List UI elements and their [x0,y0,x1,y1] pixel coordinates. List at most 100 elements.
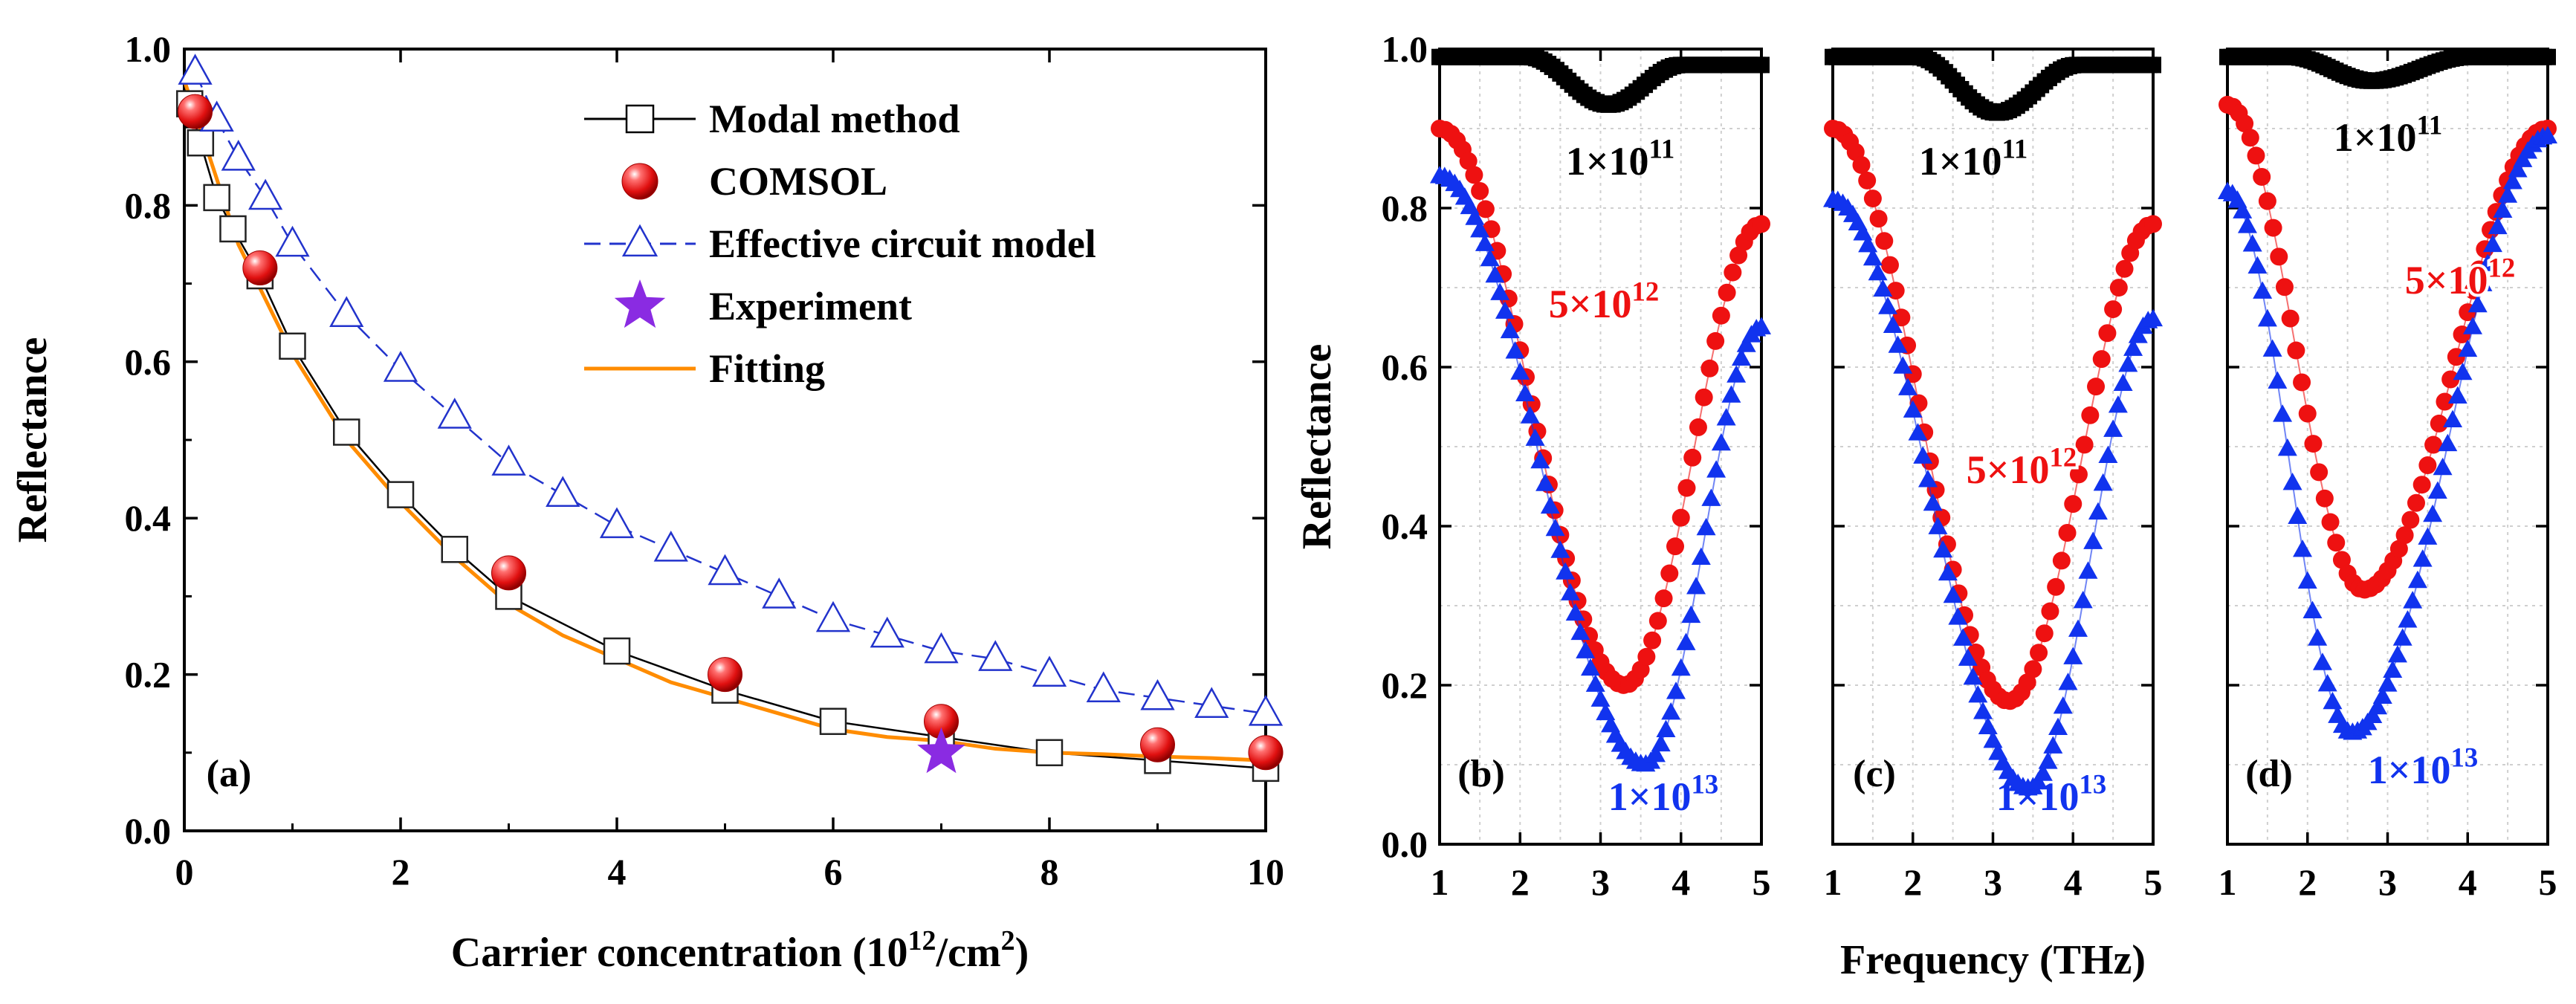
point-5e12 [1718,283,1736,302]
annotation-1e11-base: 1×10 [1566,139,1649,184]
panel-label-d: (d) [2245,753,2293,795]
point-1e13 [2118,354,2138,372]
point-5e12 [2052,551,2071,570]
annotation-1e13: 1×1013 [1996,768,2107,819]
point-1e13 [1933,540,1953,558]
ecm-point [1086,671,1121,703]
point-5e12 [1706,331,1725,350]
annotation-1e13-exp: 13 [1692,768,1719,799]
point-1e13 [2268,371,2288,389]
point-1e13 [2482,234,2502,253]
ecm-point [978,640,1013,671]
point-5e12 [1465,166,1483,184]
annotation-1e13: 1×1013 [2368,742,2479,792]
point-1e13 [2312,652,2332,670]
modal-point [333,418,360,446]
point-1e13 [2372,686,2392,705]
point-1e13 [2063,647,2083,664]
annotation-1e11-base: 1×10 [2334,115,2417,160]
point-1e13 [1863,247,1883,266]
ecm-point [1248,694,1284,726]
y-tick-label-b: 1.0 [1382,28,1428,70]
ecm-point [1140,678,1175,710]
y-tick-label-a: 0.6 [125,341,172,383]
point-1e13 [1938,563,1958,581]
ecm-point [924,632,959,664]
x-tick-label-d: 2 [2298,861,2317,903]
ecm-point [815,600,851,632]
point-5e12 [1712,306,1730,325]
point-1e13 [1661,702,1681,720]
point-1e13 [2143,308,2163,327]
point-5e12 [1660,564,1679,583]
point-1e13 [2473,273,2493,291]
point-5e12 [2069,465,2088,484]
point-1e13 [2113,373,2133,392]
x-tick-label-b: 4 [1672,861,1690,903]
point-1e13 [2053,696,2073,714]
point-1e13 [1752,317,1771,334]
legend-label: Experiment [709,284,912,328]
x-tick-label-d: 4 [2459,861,2477,903]
point-5e12 [2236,114,2254,133]
point-1e13 [2038,751,2058,769]
point-1e13 [1706,460,1726,478]
comsol-point [491,555,526,591]
point-1e13 [2247,256,2268,274]
point-1e13 [1590,689,1611,707]
modal-point [1035,739,1064,767]
modal-point [187,129,215,157]
point-1e13 [1726,365,1747,383]
point-1e13 [2387,644,2407,663]
x-tick-label-c: 3 [1984,861,2002,903]
point-1e13 [1731,348,1751,366]
point-1e13 [2368,696,2388,715]
annotation-5e12-exp: 12 [2488,252,2516,282]
ecm-point [491,444,526,476]
ecm-point [599,507,635,539]
point-1e13 [1515,383,1535,401]
y-axis-label-a: Reflectance [10,337,56,543]
point-1e13 [2383,660,2403,678]
x-axis-label-c: Frequency (THz) [1840,937,2146,983]
x-tick-label-a: 4 [608,851,627,893]
x-tick-label-d: 1 [2219,861,2237,903]
annotation-5e12-exp: 12 [2050,441,2077,472]
ecm-point [1032,655,1067,687]
point-1e13 [2462,317,2482,334]
point-1e13 [1958,648,1978,666]
ecm-point [275,225,310,257]
x-axis-label-part: /cm [936,930,1001,976]
point-1e13 [1701,488,1721,506]
x-tick-label-b: 3 [1591,861,1610,903]
point-1e13 [2108,395,2128,413]
point-5e12 [1869,210,1888,228]
point-5e12 [2253,168,2271,187]
point-1e13 [1963,667,1983,685]
ecm-point [1194,687,1229,719]
point-5e12 [1643,631,1662,650]
point-1e13 [2302,600,2323,618]
point-5e12 [1892,308,1911,327]
point-1e13 [2427,481,2447,499]
ecm-point [221,140,256,171]
x-tick-label-c: 2 [1903,861,1922,903]
point-1e13 [2458,339,2478,357]
x-tick-label-c: 1 [1824,861,1842,903]
point-5e12 [1677,479,1696,497]
point-5e12 [2258,192,2276,210]
modal-point [203,184,230,212]
point-1e13 [2363,705,2383,724]
point-5e12 [2109,279,2128,297]
point-1e13 [2293,540,2313,557]
point-5e12 [2332,551,2351,569]
point-1e13 [2392,628,2412,646]
point-5e12 [1459,152,1478,170]
point-1e13 [2048,717,2068,736]
ecm-point [870,616,904,648]
comsol-point [708,657,742,693]
x-tick-label-a: 10 [1247,851,1284,893]
ecm-point [248,178,283,210]
annotation-5e12-base: 5×10 [1967,447,2050,492]
point-1e13 [1696,517,1716,536]
